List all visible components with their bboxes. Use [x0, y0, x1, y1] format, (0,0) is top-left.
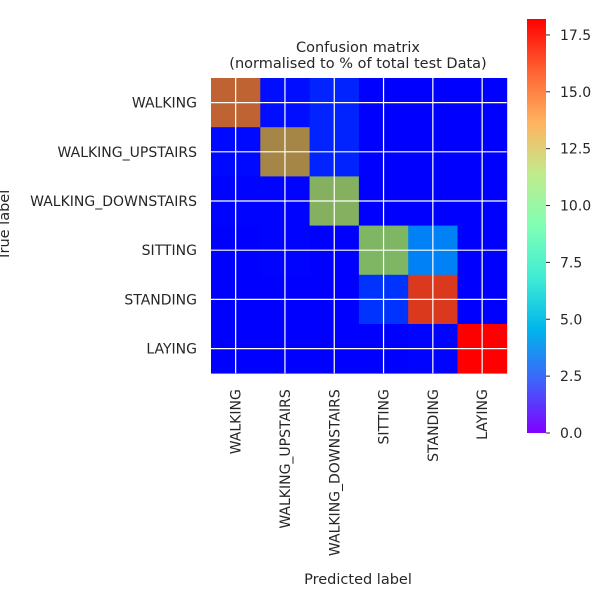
row-tick-labels: WALKING WALKING_UPSTAIRS WALKING_DOWNSTAIR… — [30, 96, 197, 358]
column-tick-label: WALKING_DOWNSTAIRS — [327, 389, 343, 556]
row-tick-label: SITTING — [142, 243, 197, 259]
row-tick-label: LAYING — [146, 342, 197, 358]
colorbar-tick-label: 0.0 — [560, 426, 582, 442]
colorbar-tick-label: 2.5 — [560, 369, 582, 385]
heatmap-grid — [211, 78, 507, 374]
x-axis-label: Predicted label — [304, 572, 412, 588]
colorbar-tick-label: 15.0 — [560, 85, 591, 101]
heatmap-cells — [211, 78, 508, 374]
column-tick-label: LAYING — [475, 389, 491, 440]
colorbar — [527, 19, 546, 433]
column-tick-label: WALKING — [229, 389, 245, 454]
row-tick-label: WALKING — [132, 96, 197, 112]
colorbar-tick-label: 17.5 — [560, 28, 591, 44]
column-tick-label: STANDING — [426, 389, 442, 462]
colorbar-tick-label: 7.5 — [560, 255, 582, 271]
row-tick-label: WALKING_DOWNSTAIRS — [30, 194, 197, 210]
row-tick-label: WALKING_UPSTAIRS — [58, 145, 198, 161]
row-tick-label: STANDING — [124, 292, 197, 308]
colorbar-tick-label: 12.5 — [560, 142, 591, 158]
colorbar-tick-label: 10.0 — [560, 199, 591, 215]
colorbar-tick-label: 5.0 — [560, 312, 582, 328]
chart-title: Confusion matrix — [296, 40, 420, 56]
chart-subtitle: (normalised to % of total test Data) — [229, 56, 486, 72]
colorbar-ticks: 0.0 2.5 5.0 7.5 10.0 12.5 15.0 17.5 — [546, 28, 591, 442]
column-tick-label: SITTING — [377, 389, 393, 444]
column-tick-labels: WALKING WALKING_UPSTAIRS WALKING_DOWNSTAIR… — [229, 389, 492, 556]
column-tick-label: WALKING_UPSTAIRS — [278, 389, 294, 529]
y-axis-label: True label — [0, 190, 13, 261]
